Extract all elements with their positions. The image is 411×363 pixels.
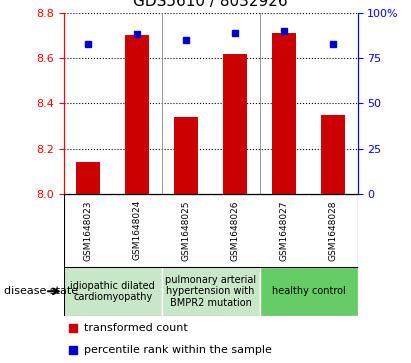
Text: GSM1648025: GSM1648025: [182, 200, 191, 261]
Bar: [125, 36, 150, 194]
Text: GSM1648024: GSM1648024: [133, 200, 142, 260]
Text: healthy control: healthy control: [272, 286, 346, 296]
Text: GSM1648027: GSM1648027: [279, 200, 289, 261]
Bar: [321, 115, 345, 194]
Text: disease state: disease state: [4, 286, 78, 296]
Text: transformed count: transformed count: [84, 323, 188, 333]
Title: GDS5610 / 8032926: GDS5610 / 8032926: [133, 0, 288, 9]
Text: idiopathic dilated
cardiomyopathy: idiopathic dilated cardiomyopathy: [70, 281, 155, 302]
Bar: [64, 267, 358, 316]
Bar: [162, 267, 260, 316]
Bar: [76, 162, 100, 194]
Text: percentile rank within the sample: percentile rank within the sample: [84, 345, 272, 355]
Text: GSM1648023: GSM1648023: [84, 200, 93, 261]
Text: GSM1648026: GSM1648026: [231, 200, 240, 261]
Text: pulmonary arterial
hypertension with
BMPR2 mutation: pulmonary arterial hypertension with BMP…: [165, 275, 256, 308]
Bar: [64, 267, 162, 316]
Bar: [223, 54, 247, 194]
Bar: [260, 267, 358, 316]
Text: GSM1648028: GSM1648028: [328, 200, 337, 261]
Bar: [272, 33, 296, 194]
Bar: [174, 117, 199, 194]
